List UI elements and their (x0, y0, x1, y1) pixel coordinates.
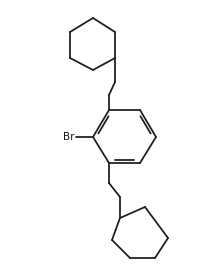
Text: Br: Br (62, 132, 74, 142)
